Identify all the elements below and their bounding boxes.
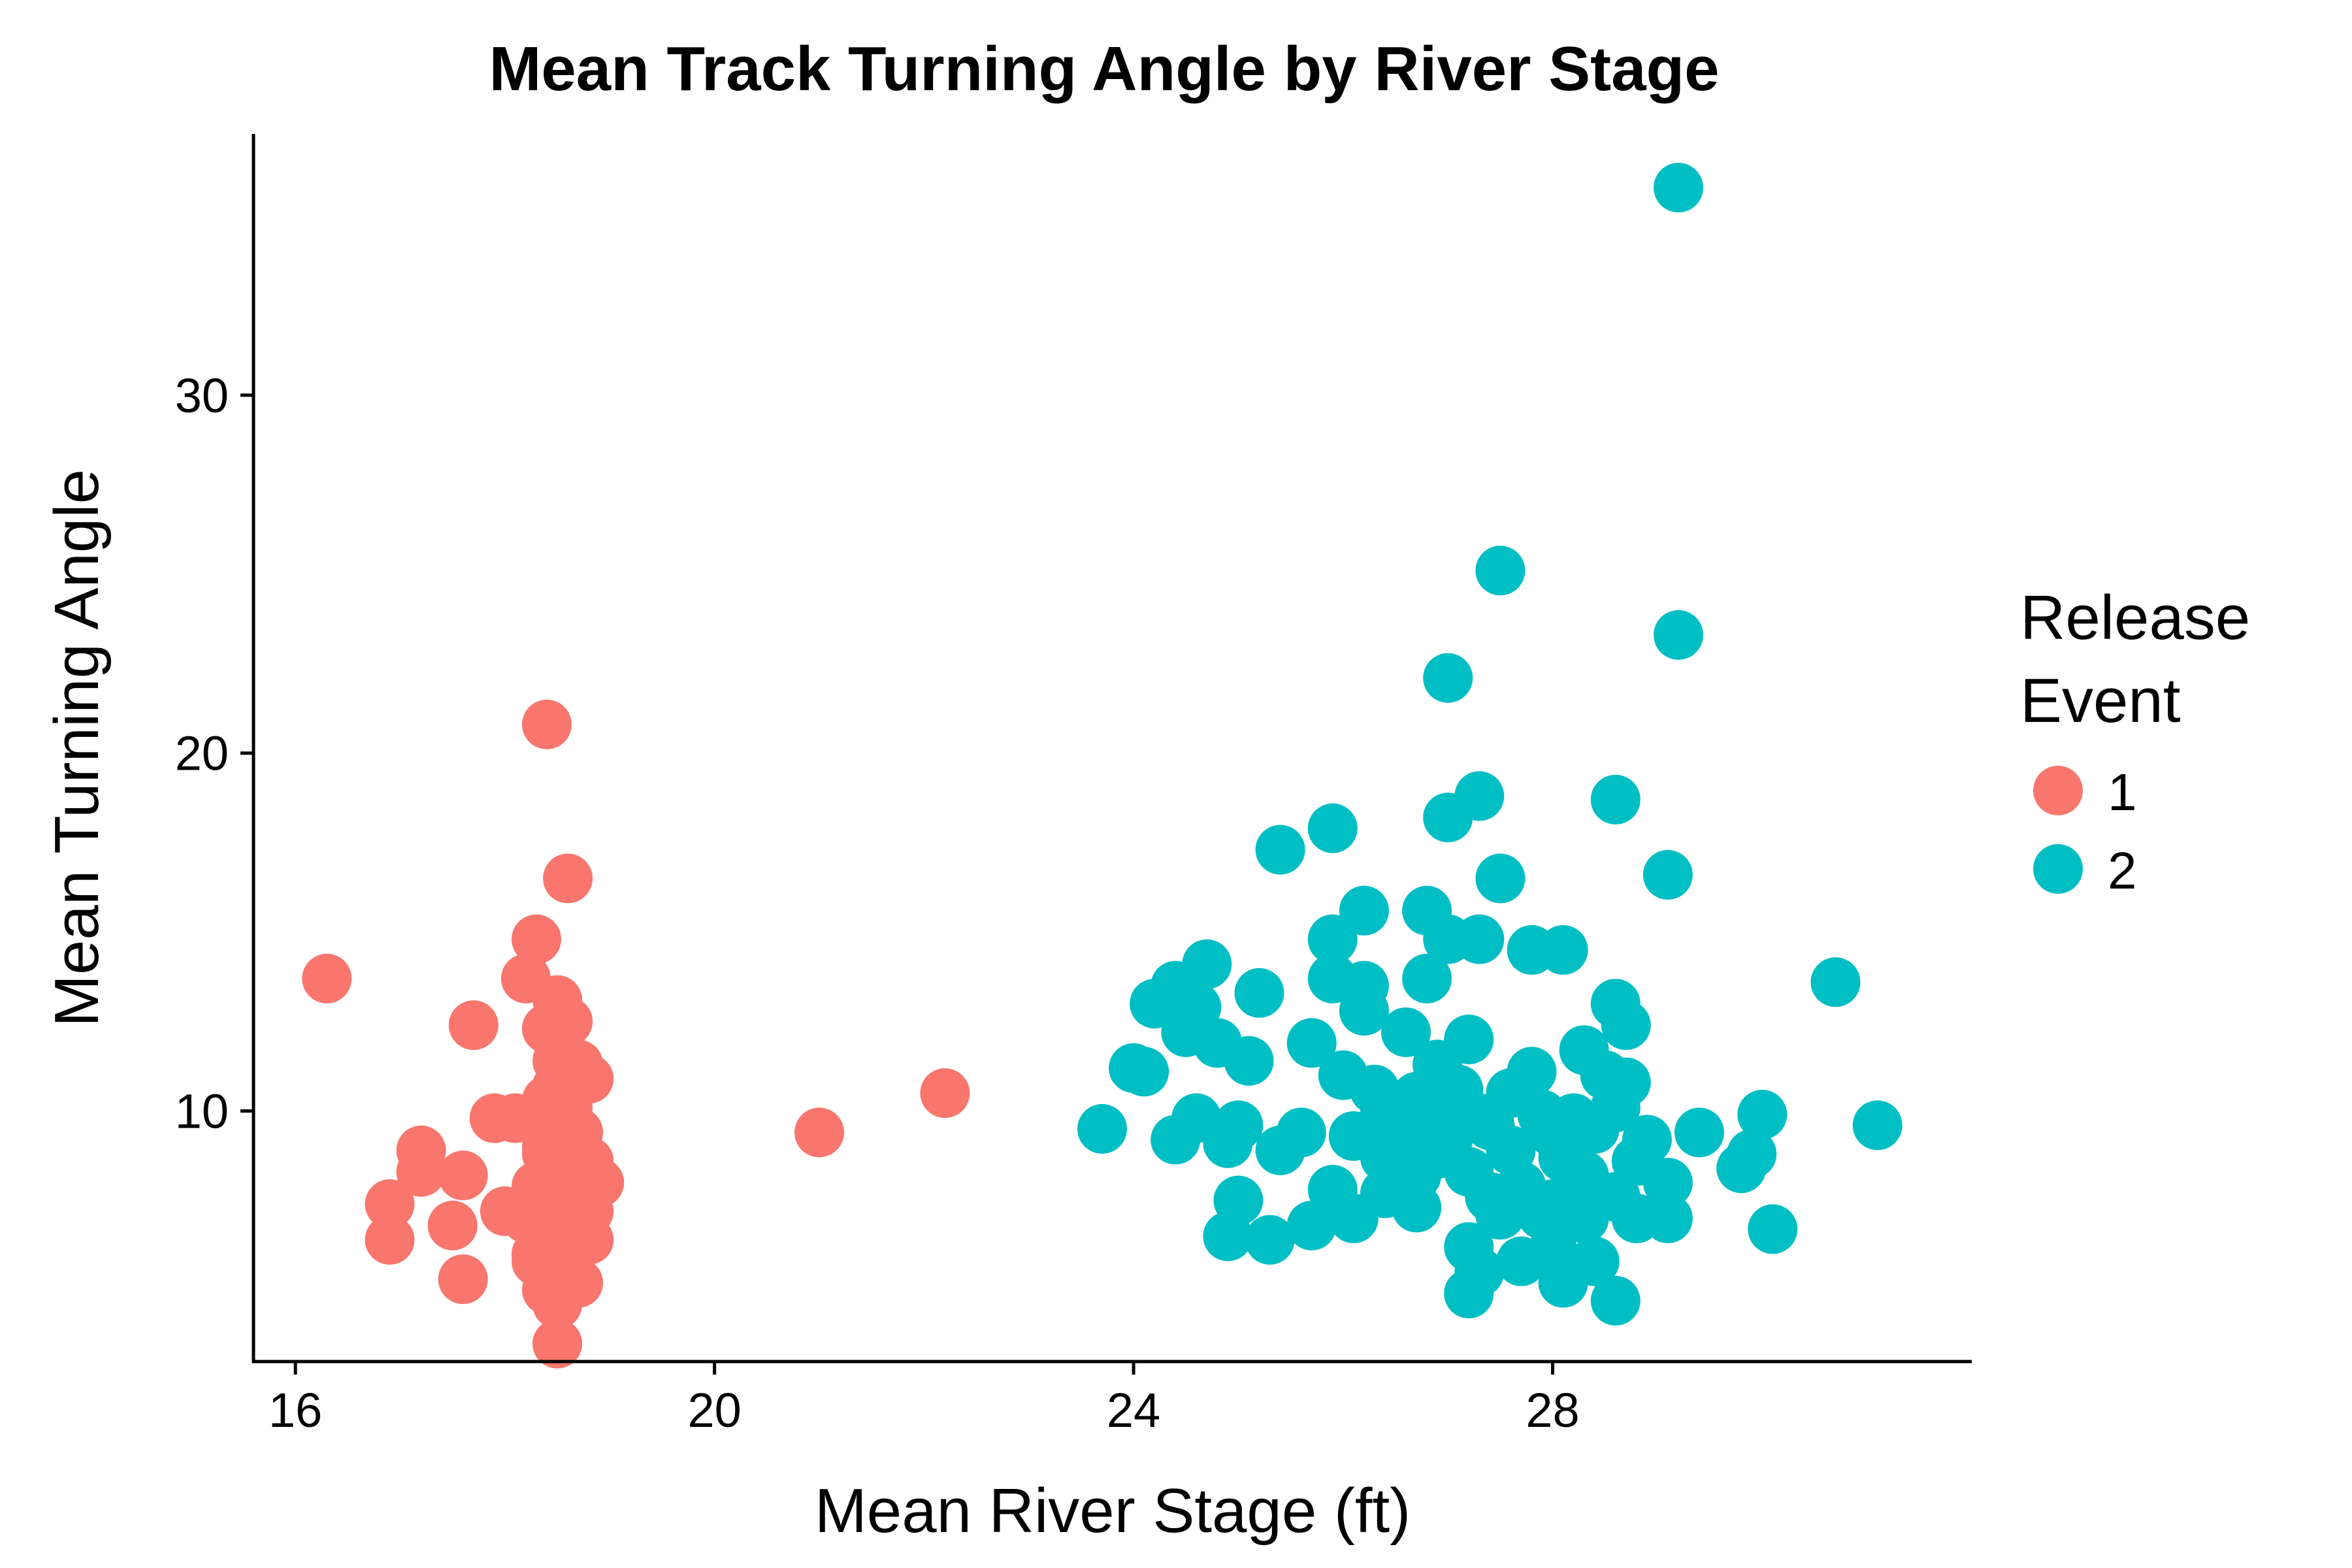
point-series-2-28 (1810, 957, 1861, 1007)
point-series-2-69 (1203, 1118, 1253, 1168)
point-series-2-15 (1307, 914, 1358, 964)
point-series-2-82 (1716, 1143, 1767, 1194)
point-series-2-109 (1433, 1090, 1484, 1139)
point-series-2-26 (1339, 986, 1389, 1036)
point-series-2-24 (1130, 979, 1180, 1029)
y-tick-label-30: 30 (175, 368, 229, 423)
legend-key-series-2 (2033, 844, 2083, 894)
point-series-2-91 (1559, 1193, 1609, 1243)
x-tick-label-28: 28 (1526, 1383, 1579, 1437)
point-series-1-5 (427, 1200, 478, 1250)
point-series-1-17 (543, 853, 593, 904)
point-series-2-96 (1328, 1193, 1379, 1243)
point-series-2-54 (1737, 1090, 1788, 1139)
x-tick-label-16: 16 (269, 1383, 322, 1437)
point-series-2-70 (1255, 1125, 1305, 1175)
point-series-2-23 (1234, 968, 1284, 1018)
point-series-1-8 (448, 1000, 498, 1051)
point-series-2-9 (1642, 850, 1693, 900)
point-series-1-48 (794, 1107, 844, 1158)
point-series-1-0 (302, 953, 352, 1004)
legend-title-line-2: Event (2020, 666, 2180, 736)
point-series-2-3 (1423, 653, 1473, 703)
point-series-2-90 (1475, 1190, 1526, 1240)
point-series-2-66 (1674, 1107, 1724, 1158)
x-axis-label: Mean River Stage (ft) (815, 1476, 1411, 1546)
point-series-2-89 (1392, 1183, 1442, 1233)
point-series-2-107 (1590, 1275, 1641, 1326)
point-series-2-33 (1381, 1007, 1431, 1057)
point-series-2-67 (1852, 1100, 1903, 1151)
point-series-2-106 (1444, 1268, 1494, 1318)
point-series-2-32 (1224, 1036, 1274, 1086)
point-series-2-10 (1475, 853, 1526, 904)
point-series-2-17 (1538, 925, 1588, 975)
point-series-1-49 (920, 1068, 970, 1119)
point-series-2-0 (1654, 163, 1703, 213)
point-series-2-97 (1748, 1204, 1798, 1254)
y-tick-label-10: 10 (175, 1085, 229, 1139)
x-axis-ticks: 16 20 24 28 (269, 1362, 1580, 1437)
y-axis-ticks: 10 20 30 (175, 368, 253, 1139)
point-series-1-20 (543, 996, 593, 1047)
point-series-1-15 (512, 914, 561, 964)
point-series-2-2 (1654, 610, 1703, 660)
point-series-1-47 (522, 1129, 572, 1179)
point-series-2-81 (1642, 1158, 1693, 1208)
point-series-2-11 (1339, 885, 1389, 936)
point-series-1-1 (365, 1179, 415, 1229)
point-series-1-45 (532, 1318, 583, 1369)
point-series-2-103 (1496, 1236, 1546, 1286)
data-points (302, 163, 1903, 1369)
y-tick-label-20: 20 (175, 727, 229, 781)
point-series-1-7 (438, 1254, 488, 1304)
chart-title: Mean Track Turning Angle by River Stage (489, 34, 1719, 104)
point-series-2-38 (1119, 1047, 1169, 1097)
point-series-2-7 (1307, 803, 1358, 853)
point-series-2-1 (1475, 546, 1526, 596)
legend-title-line-1: Release (2020, 583, 2250, 653)
point-series-2-105 (1538, 1258, 1588, 1308)
x-tick-label-24: 24 (1107, 1383, 1160, 1437)
point-series-2-55 (1077, 1103, 1127, 1154)
point-series-2-4 (1590, 774, 1641, 825)
point-series-2-14 (1423, 914, 1473, 964)
x-tick-label-20: 20 (687, 1383, 741, 1437)
point-series-2-31 (1286, 1018, 1337, 1068)
point-series-2-93 (1642, 1193, 1693, 1243)
point-series-2-95 (1286, 1200, 1337, 1250)
point-series-2-98 (1203, 1211, 1253, 1262)
legend-label-series-2: 2 (2108, 841, 2137, 900)
point-series-2-64 (1569, 1103, 1620, 1154)
legend: Release Event 1 2 (2020, 583, 2250, 900)
point-series-2-8 (1255, 825, 1305, 875)
point-series-2-22 (1402, 953, 1452, 1004)
point-series-1-2 (365, 1215, 415, 1265)
point-series-2-108 (1381, 1122, 1431, 1172)
point-series-1-14 (522, 699, 572, 749)
point-series-2-99 (1245, 1215, 1295, 1265)
y-axis-label: Mean Turning Angle (42, 469, 112, 1027)
point-series-1-46 (553, 1258, 604, 1308)
legend-key-series-1 (2033, 766, 2083, 815)
point-series-2-6 (1423, 792, 1473, 843)
legend-label-series-1: 1 (2108, 763, 2137, 821)
point-series-1-6 (438, 1151, 488, 1201)
point-series-2-36 (1601, 1000, 1651, 1051)
point-series-2-68 (1151, 1115, 1201, 1165)
point-series-1-4 (396, 1147, 446, 1197)
